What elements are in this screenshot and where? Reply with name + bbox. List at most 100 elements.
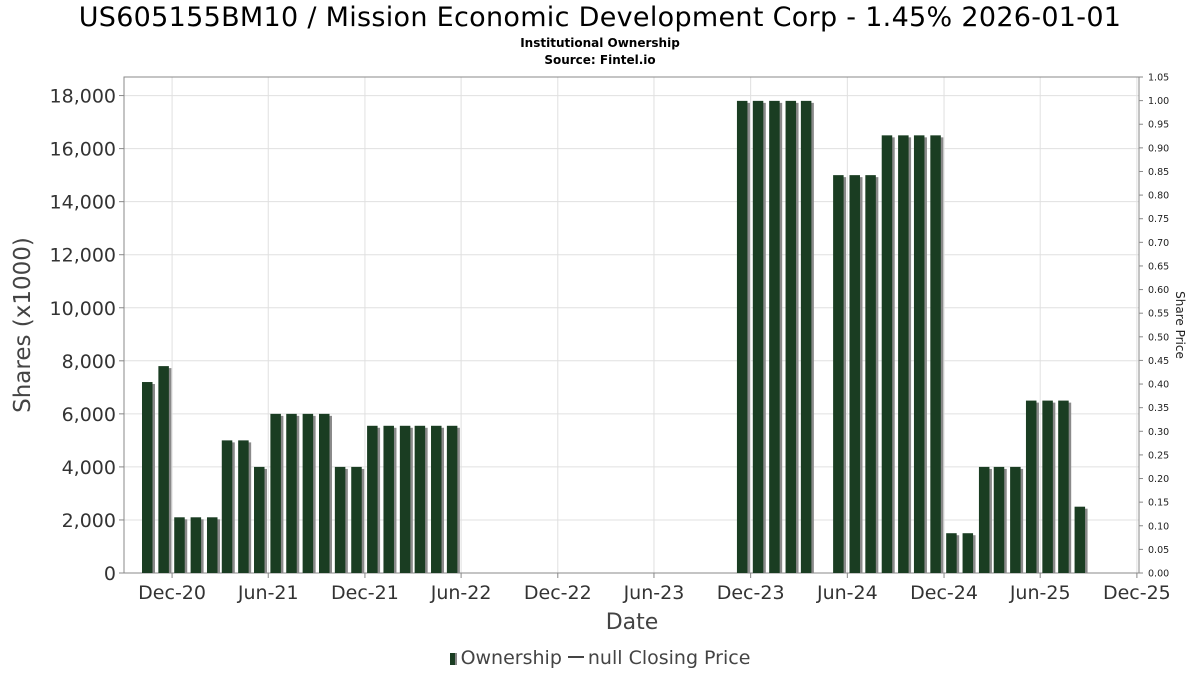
y-tick-label: 2,000: [62, 510, 116, 532]
ownership-bar: [221, 440, 235, 573]
bar-body: [1042, 400, 1053, 573]
bar-body: [865, 175, 876, 573]
ownership-bar: [446, 425, 460, 573]
ownership-bar: [302, 413, 316, 573]
y2-tick-label: 1.00: [1148, 96, 1169, 107]
ownership-bar: [141, 382, 155, 573]
x-tick-label: Jun-21: [237, 582, 299, 604]
bar-body: [270, 413, 281, 573]
ownership-bar: [286, 413, 300, 573]
y2-tick-label: 0.40: [1148, 380, 1169, 391]
bar-body: [367, 425, 378, 573]
ownership-bar: [785, 100, 799, 574]
ownership-bar: [1025, 400, 1039, 573]
y-tick-label: 12,000: [50, 245, 116, 267]
y2-tick-label: 0.90: [1148, 143, 1169, 154]
ownership-bar: [399, 425, 413, 573]
y-tick-label: 10,000: [50, 298, 116, 320]
grid-lines: [124, 77, 1139, 574]
ownership-bar: [833, 175, 847, 573]
bar-body: [446, 425, 458, 573]
ownership-bar: [946, 533, 960, 573]
y-axis-label: Shares (x1000): [10, 237, 36, 413]
bar-body: [190, 517, 202, 573]
y2-tick-label: 0.10: [1148, 521, 1169, 532]
bar-body: [1058, 400, 1069, 573]
bar-body: [141, 382, 153, 573]
ownership-bar: [736, 100, 750, 574]
ownership-bar: [254, 466, 268, 573]
ownership-bar: [270, 413, 284, 573]
ownership-bar: [158, 366, 172, 573]
bar-body: [913, 135, 925, 573]
ownership-bar: [978, 466, 992, 573]
x-tick-label: Dec-22: [524, 582, 592, 604]
y2-tick-label: 0.95: [1148, 120, 1169, 131]
bar-body: [174, 517, 185, 573]
bar-body: [769, 100, 780, 574]
bar-body: [399, 425, 411, 573]
bar-body: [334, 466, 346, 573]
ownership-bar: [769, 100, 783, 574]
x-tick-label: Dec-21: [331, 582, 399, 604]
bar-body: [800, 100, 812, 574]
chart-title: US605155BM10 / Mission Economic Developm…: [78, 2, 1122, 33]
price-legend-label: null Closing Price: [587, 647, 751, 669]
y2-axis-label: Share Price: [1173, 291, 1187, 359]
y-tick-label: 6,000: [62, 404, 116, 426]
bar-body: [849, 175, 860, 573]
ownership-bar: [367, 425, 381, 573]
ownership-bar: [752, 100, 766, 574]
x-tick-label: Jun-24: [816, 582, 878, 604]
axes: 0 2,000 4,000 6,000 8,000 10,000 12,000 14,000 1…: [50, 73, 1171, 605]
bar-body: [383, 425, 394, 573]
ownership-bar: [849, 175, 863, 573]
chart-subtitle-ownership: Institutional Ownership: [520, 36, 680, 50]
y2-tick-label: 0.00: [1148, 569, 1169, 580]
y2-tick-label: 0.50: [1148, 332, 1169, 343]
bar-body: [302, 413, 314, 573]
bar-body: [221, 440, 233, 573]
ownership-legend-swatch: [449, 653, 457, 665]
bar-body: [206, 517, 218, 573]
ownership-bar: [238, 440, 252, 573]
bar-body: [736, 100, 748, 574]
ownership-bar: [1058, 400, 1072, 573]
y2-tick-label: 0.60: [1148, 285, 1169, 296]
ownership-bar: [174, 517, 188, 573]
bar-body: [1010, 466, 1021, 573]
ownership-legend-label: Ownership: [460, 647, 562, 669]
bar-body: [946, 533, 957, 573]
y-tick-label: 4,000: [62, 457, 116, 479]
bar-body: [286, 413, 297, 573]
bar-body: [254, 466, 265, 573]
bar-body: [351, 466, 362, 573]
y2-tick-label: 0.85: [1148, 167, 1169, 178]
bar-body: [993, 466, 1005, 573]
ownership-bar: [431, 425, 445, 573]
x-tick-label: Jun-23: [623, 582, 685, 604]
y-tick-label: 0: [104, 563, 116, 585]
bar-body: [833, 175, 844, 573]
ownership-bar: [1010, 466, 1024, 573]
y2-tick-label: 1.05: [1148, 73, 1169, 84]
ownership-bar: [881, 135, 895, 573]
ownership-bar: [930, 135, 944, 573]
bar-body: [1074, 506, 1086, 573]
bar-body: [319, 413, 330, 573]
ownership-bar: [351, 466, 365, 573]
bar-body: [431, 425, 442, 573]
x-tick-label: Dec-20: [138, 582, 206, 604]
y-tick-label: 18,000: [50, 86, 116, 108]
y2-tick-label: 0.65: [1148, 261, 1169, 272]
y2-tick-label: 0.20: [1148, 474, 1169, 485]
y2-tick-label: 0.75: [1148, 214, 1169, 225]
ownership-bar: [898, 135, 912, 573]
ownership-bar: [383, 425, 397, 573]
bar-body: [414, 425, 426, 573]
bar-body: [898, 135, 909, 573]
chart-legend: Ownership null Closing Price: [0, 647, 1200, 669]
ownership-bar: [319, 413, 333, 573]
bar-body: [1025, 400, 1037, 573]
